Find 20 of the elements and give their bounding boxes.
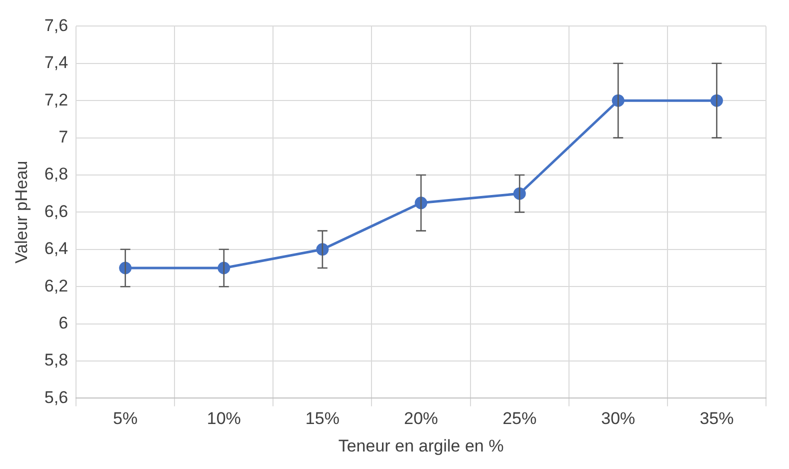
y-tick-label: 6,6 [44, 202, 68, 221]
x-tick-label: 25% [502, 409, 537, 428]
x-tick-label: 10% [206, 409, 241, 428]
y-tick-label: 7 [58, 127, 68, 146]
y-tick-label: 6,4 [44, 239, 68, 258]
y-tick-label: 5,8 [44, 350, 68, 370]
x-tick-label: 15% [305, 409, 340, 428]
x-axis-title: Teneur en argile en % [338, 436, 504, 456]
y-tick-label: 6,8 [44, 164, 68, 184]
y-tick-label: 7,6 [44, 16, 68, 35]
y-tick-label: 7,2 [44, 90, 68, 110]
y-tick-label: 6,2 [44, 276, 68, 296]
y-tick-label: 5,6 [44, 388, 68, 407]
x-tick-label: 30% [601, 409, 636, 428]
y-axis-title: Valeur pHeau [12, 160, 31, 264]
y-tick-label: 7,4 [44, 53, 68, 72]
y-tick-label: 6 [58, 313, 68, 332]
x-tick-label: 20% [404, 409, 438, 428]
x-tick-label: 35% [700, 409, 734, 428]
x-tick-label: 5% [113, 409, 138, 428]
